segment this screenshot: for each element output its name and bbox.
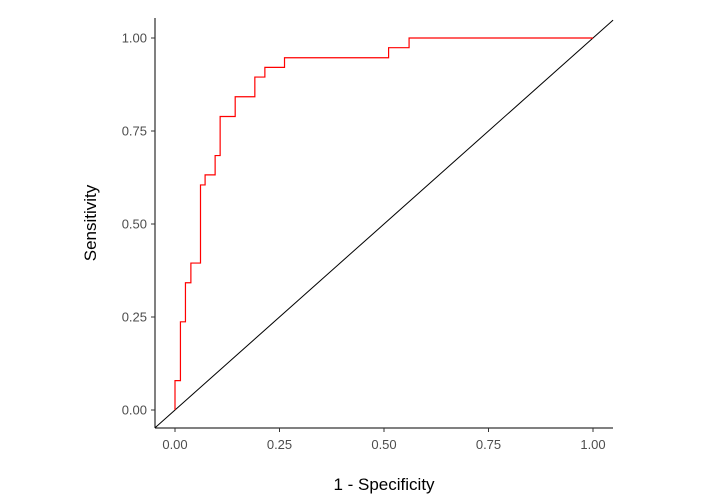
plot-marks bbox=[154, 19, 614, 429]
y-tick-label: 0.25 bbox=[122, 310, 147, 325]
x-axis-label: 1 - Specificity bbox=[333, 475, 435, 494]
y-axis-label: Sensitivity bbox=[81, 184, 100, 261]
x-tick-label: 1.00 bbox=[580, 437, 605, 452]
y-tick-label: 1.00 bbox=[122, 31, 147, 46]
x-tick-label: 0.50 bbox=[371, 437, 396, 452]
x-tick-label: 0.25 bbox=[267, 437, 292, 452]
y-tick-label: 0.00 bbox=[122, 403, 147, 418]
x-ticks: 0.00 0.25 0.50 0.75 1.00 bbox=[162, 428, 606, 452]
x-tick-label: 0.00 bbox=[162, 437, 187, 452]
y-tick-label: 0.75 bbox=[122, 124, 147, 139]
y-tick-label: 0.50 bbox=[122, 217, 147, 232]
roc-curve bbox=[174, 37, 593, 410]
diagonal-reference-line bbox=[154, 19, 614, 429]
x-tick-label: 0.75 bbox=[476, 437, 501, 452]
y-ticks: 0.00 0.25 0.50 0.75 1.00 bbox=[122, 31, 155, 418]
